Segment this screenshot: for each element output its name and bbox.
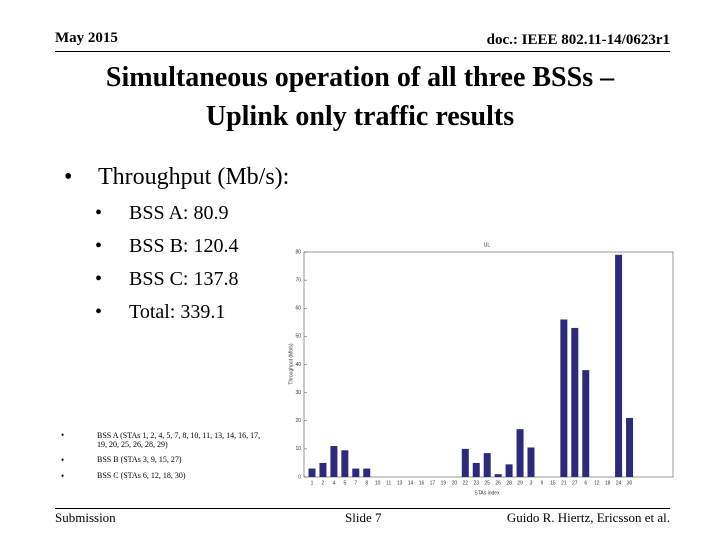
footer-rule [55, 508, 670, 509]
y-tick-label: 0 [298, 474, 301, 480]
bar [516, 429, 524, 477]
x-tick-label: 23 [473, 480, 479, 486]
x-tick-label: 13 [397, 480, 403, 486]
bar [483, 453, 491, 477]
bar [352, 468, 360, 477]
bullet-heading: Throughput (Mb/s): [64, 164, 289, 191]
bar [505, 464, 513, 477]
bar [494, 474, 502, 477]
x-tick-label: 15 [550, 480, 556, 486]
x-tick-label: 25 [484, 480, 490, 486]
x-tick-label: 14 [408, 480, 414, 486]
x-tick-label: 19 [441, 480, 447, 486]
header-date: May 2015 [55, 30, 118, 46]
x-tick-label: 11 [386, 480, 391, 486]
bar [461, 448, 469, 477]
title-line: Simultaneous operation of all three BSSs… [105, 62, 615, 93]
bar [472, 462, 480, 477]
x-tick-label: 22 [463, 480, 469, 486]
x-tick-label: 20 [452, 480, 458, 486]
x-tick-label: 16 [419, 480, 425, 486]
x-tick-label: 24 [616, 480, 622, 486]
bar [330, 446, 338, 477]
x-tick-label: 4 [333, 480, 336, 486]
note: BSS C (STAs 6, 12, 18, 30) [61, 471, 186, 481]
y-axis-label: Throughput (Mb/s) [288, 343, 294, 384]
header-doc: doc.: IEEE 802.11-14/0623r1 [486, 32, 670, 48]
x-tick-label: 10 [375, 480, 381, 486]
x-tick-label: 28 [506, 480, 512, 486]
bullet-item: BSS B: 120.4 [95, 235, 239, 258]
x-tick-label: 7 [354, 480, 357, 486]
y-tick-label: 50 [295, 334, 301, 340]
y-tick-label: 60 [295, 306, 301, 312]
x-tick-label: 30 [627, 480, 633, 486]
bar [341, 450, 349, 477]
bullet-item: BSS C: 137.8 [95, 268, 239, 291]
x-tick-label: 8 [365, 480, 368, 486]
note: BSS B (STAs 3, 9, 15, 27) [61, 455, 182, 465]
header-rule [55, 51, 670, 52]
footer-left: Submission [55, 510, 116, 525]
bar [363, 468, 371, 477]
x-tick-label: 21 [561, 480, 567, 486]
bar [626, 417, 634, 477]
x-tick-label: 12 [594, 480, 600, 486]
x-tick-label: 27 [572, 480, 578, 486]
bar [615, 254, 623, 477]
x-tick-label: 18 [605, 480, 611, 486]
bar [319, 462, 327, 477]
note: BSS A (STAs 1, 2, 4, 5, 7, 8, 10, 11, 13… [61, 431, 267, 449]
footer-center: Slide 7 [345, 510, 382, 525]
bar [308, 468, 316, 477]
x-tick-label: 6 [584, 480, 587, 486]
bar [582, 370, 590, 477]
bullet-item: Total: 339.1 [95, 301, 226, 324]
x-tick-label: 1 [311, 480, 314, 486]
y-tick-label: 20 [295, 418, 301, 424]
x-tick-label: 3 [530, 480, 533, 486]
y-tick-label: 30 [295, 390, 301, 396]
chart-title: UL [484, 242, 491, 248]
x-tick-label: 26 [495, 480, 501, 486]
y-tick-label: 70 [295, 277, 301, 283]
x-axis-label: STAs index [474, 490, 500, 496]
y-tick-label: 80 [295, 249, 301, 255]
title-line: Uplink only traffic results [205, 101, 515, 132]
y-tick-label: 40 [295, 362, 301, 368]
footer-right: Guido R. Hiertz, Ericsson et al. [506, 510, 670, 525]
x-tick-label: 5 [343, 480, 346, 486]
x-tick-label: 2 [322, 480, 325, 486]
bar [571, 327, 579, 477]
x-tick-label: 29 [517, 480, 523, 486]
bar [560, 319, 568, 477]
x-tick-label: 17 [430, 480, 436, 486]
bar [527, 447, 535, 477]
x-tick-label: 9 [541, 480, 544, 486]
bullet-item: BSS A: 80.9 [95, 202, 229, 225]
y-tick-label: 10 [295, 446, 301, 452]
